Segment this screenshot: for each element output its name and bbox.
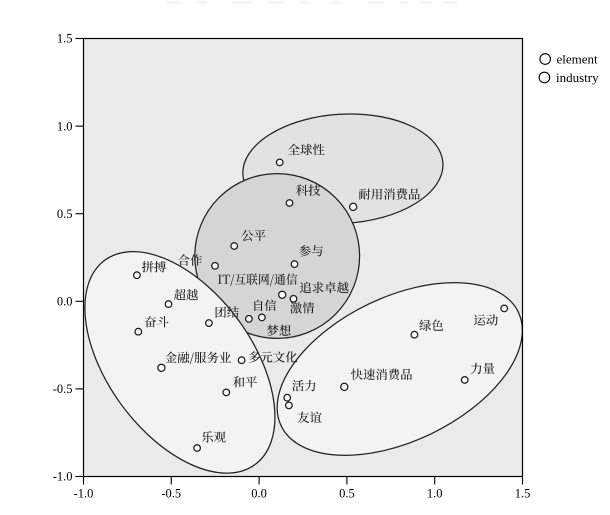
svg-text:0.0: 0.0 <box>57 295 73 309</box>
svg-text:1.5: 1.5 <box>515 487 531 501</box>
svg-text:1.0: 1.0 <box>57 119 73 133</box>
svg-text:industry: industry <box>556 70 599 85</box>
svg-text:0.0: 0.0 <box>251 487 267 501</box>
svg-text:1.0: 1.0 <box>427 487 443 501</box>
svg-text:element: element <box>557 52 599 67</box>
svg-text:-0.5: -0.5 <box>161 487 181 501</box>
svg-text:-0.5: -0.5 <box>53 382 73 396</box>
svg-text:0.5: 0.5 <box>57 207 73 221</box>
svg-text:-1.0: -1.0 <box>53 470 73 484</box>
svg-text:0.5: 0.5 <box>339 487 355 501</box>
svg-text:1.5: 1.5 <box>57 32 73 46</box>
svg-text:-1.0: -1.0 <box>74 487 94 501</box>
